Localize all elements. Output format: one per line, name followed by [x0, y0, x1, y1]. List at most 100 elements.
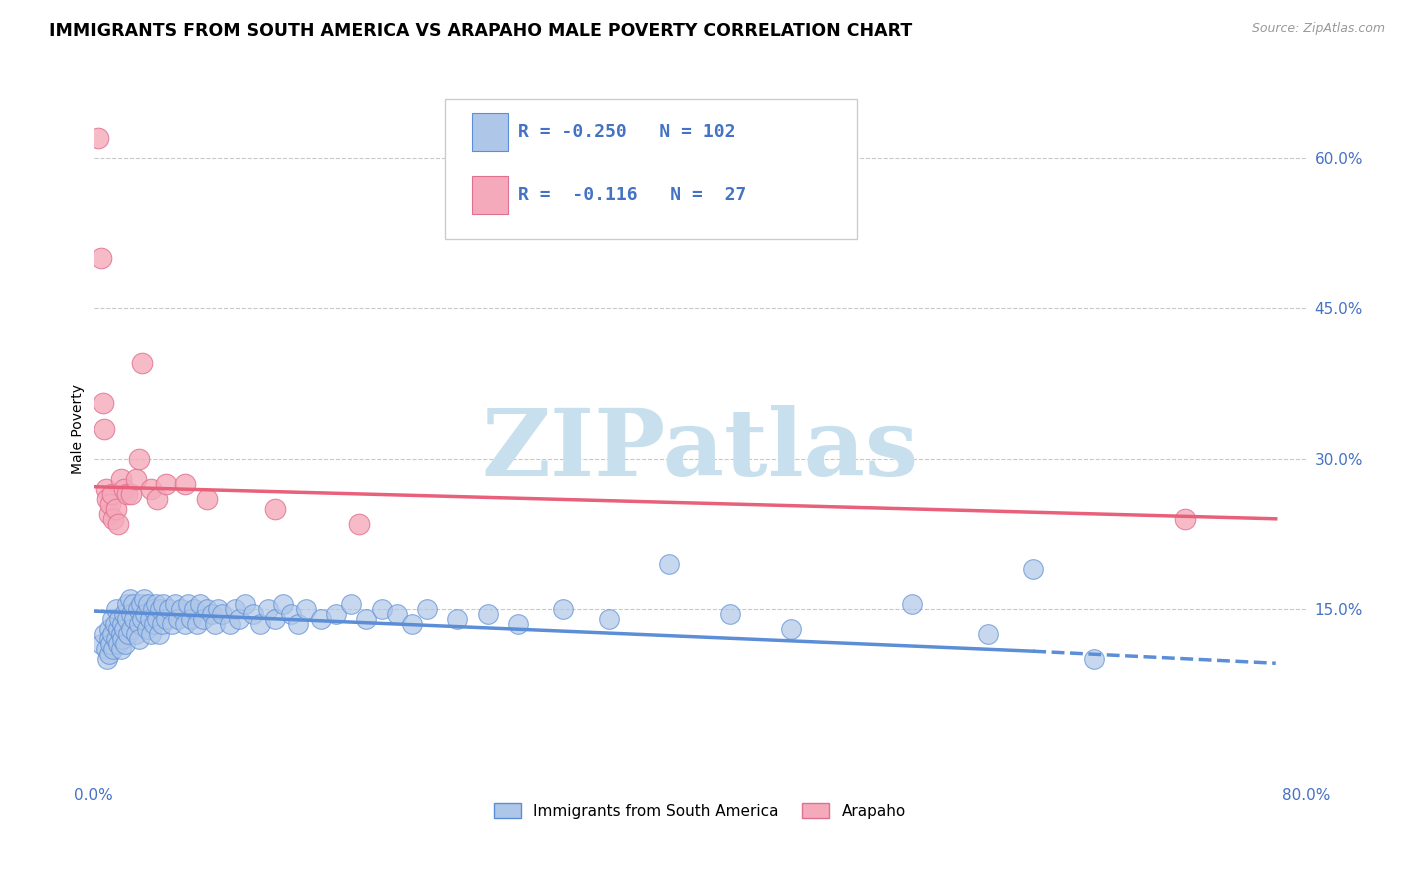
Point [718, 607, 741, 621]
Text: IMMIGRANTS FROM SOUTH AMERICA VS ARAPAHO MALE POVERTY CORRELATION CHART: IMMIGRANTS FROM SOUTH AMERICA VS ARAPAHO… [49, 22, 912, 40]
Point [264, 612, 287, 626]
Point [340, 597, 363, 611]
Point [112, 482, 135, 496]
Point [105, 602, 128, 616]
Point [356, 612, 378, 626]
Point [183, 602, 205, 616]
Point [136, 597, 159, 611]
Point [167, 612, 190, 626]
Point [105, 501, 128, 516]
Point [553, 602, 575, 616]
Point [103, 642, 125, 657]
Point [157, 602, 180, 616]
Point [416, 602, 439, 616]
Point [271, 597, 294, 611]
Point [107, 622, 129, 636]
Text: R =  -0.116   N =  27: R = -0.116 N = 27 [517, 186, 747, 204]
Point [287, 617, 309, 632]
Point [977, 627, 1000, 641]
Point [598, 612, 620, 626]
Point [173, 617, 195, 632]
Point [121, 622, 143, 636]
Text: R = -0.250   N = 102: R = -0.250 N = 102 [517, 123, 735, 141]
Point [195, 602, 218, 616]
Point [128, 451, 150, 466]
Point [87, 130, 110, 145]
Point [124, 612, 146, 626]
Point [98, 497, 121, 511]
Point [228, 612, 250, 626]
Point [294, 602, 316, 616]
Point [385, 607, 408, 621]
Point [149, 602, 172, 616]
Point [280, 607, 302, 621]
Point [152, 597, 174, 611]
Point [93, 627, 115, 641]
Point [94, 642, 117, 657]
Point [401, 617, 423, 632]
Point [224, 602, 246, 616]
Point [100, 487, 122, 501]
Point [125, 472, 148, 486]
Point [1083, 652, 1105, 666]
Point [104, 617, 127, 632]
Point [204, 617, 226, 632]
Point [100, 627, 122, 641]
Text: Source: ZipAtlas.com: Source: ZipAtlas.com [1251, 22, 1385, 36]
Point [135, 622, 157, 636]
Point [97, 622, 120, 636]
Point [112, 622, 135, 636]
Point [97, 647, 120, 661]
Point [111, 617, 134, 632]
Point [134, 607, 156, 621]
FancyBboxPatch shape [446, 98, 858, 239]
Point [264, 501, 287, 516]
Point [191, 612, 214, 626]
Point [176, 597, 198, 611]
Point [117, 627, 139, 641]
FancyBboxPatch shape [472, 112, 508, 151]
Point [128, 617, 150, 632]
Point [114, 637, 136, 651]
Point [201, 607, 224, 621]
Point [901, 597, 924, 611]
Point [97, 507, 120, 521]
Point [195, 491, 218, 506]
Point [141, 482, 163, 496]
Point [1174, 512, 1197, 526]
Point [103, 512, 125, 526]
Point [122, 597, 145, 611]
Point [186, 617, 208, 632]
Point [93, 421, 115, 435]
Point [128, 632, 150, 647]
Point [105, 632, 128, 647]
Point [91, 396, 114, 410]
Point [115, 612, 138, 626]
Point [121, 607, 143, 621]
Point [165, 597, 187, 611]
Point [118, 592, 141, 607]
Point [131, 356, 153, 370]
Point [188, 597, 211, 611]
Point [211, 607, 233, 621]
Point [142, 602, 165, 616]
Point [150, 617, 173, 632]
Point [125, 627, 148, 641]
Point [162, 617, 184, 632]
Point [347, 516, 370, 531]
Point [506, 617, 529, 632]
Point [132, 592, 155, 607]
Point [148, 627, 170, 641]
Point [108, 612, 131, 626]
FancyBboxPatch shape [472, 176, 508, 214]
Text: ZIPatlas: ZIPatlas [481, 405, 918, 494]
Point [325, 607, 347, 621]
Point [779, 622, 801, 636]
Point [129, 597, 152, 611]
Point [100, 612, 122, 626]
Point [145, 597, 167, 611]
Y-axis label: Male Poverty: Male Poverty [72, 384, 86, 474]
Legend: Immigrants from South America, Arapaho: Immigrants from South America, Arapaho [488, 797, 912, 824]
Point [370, 602, 392, 616]
Point [141, 627, 163, 641]
